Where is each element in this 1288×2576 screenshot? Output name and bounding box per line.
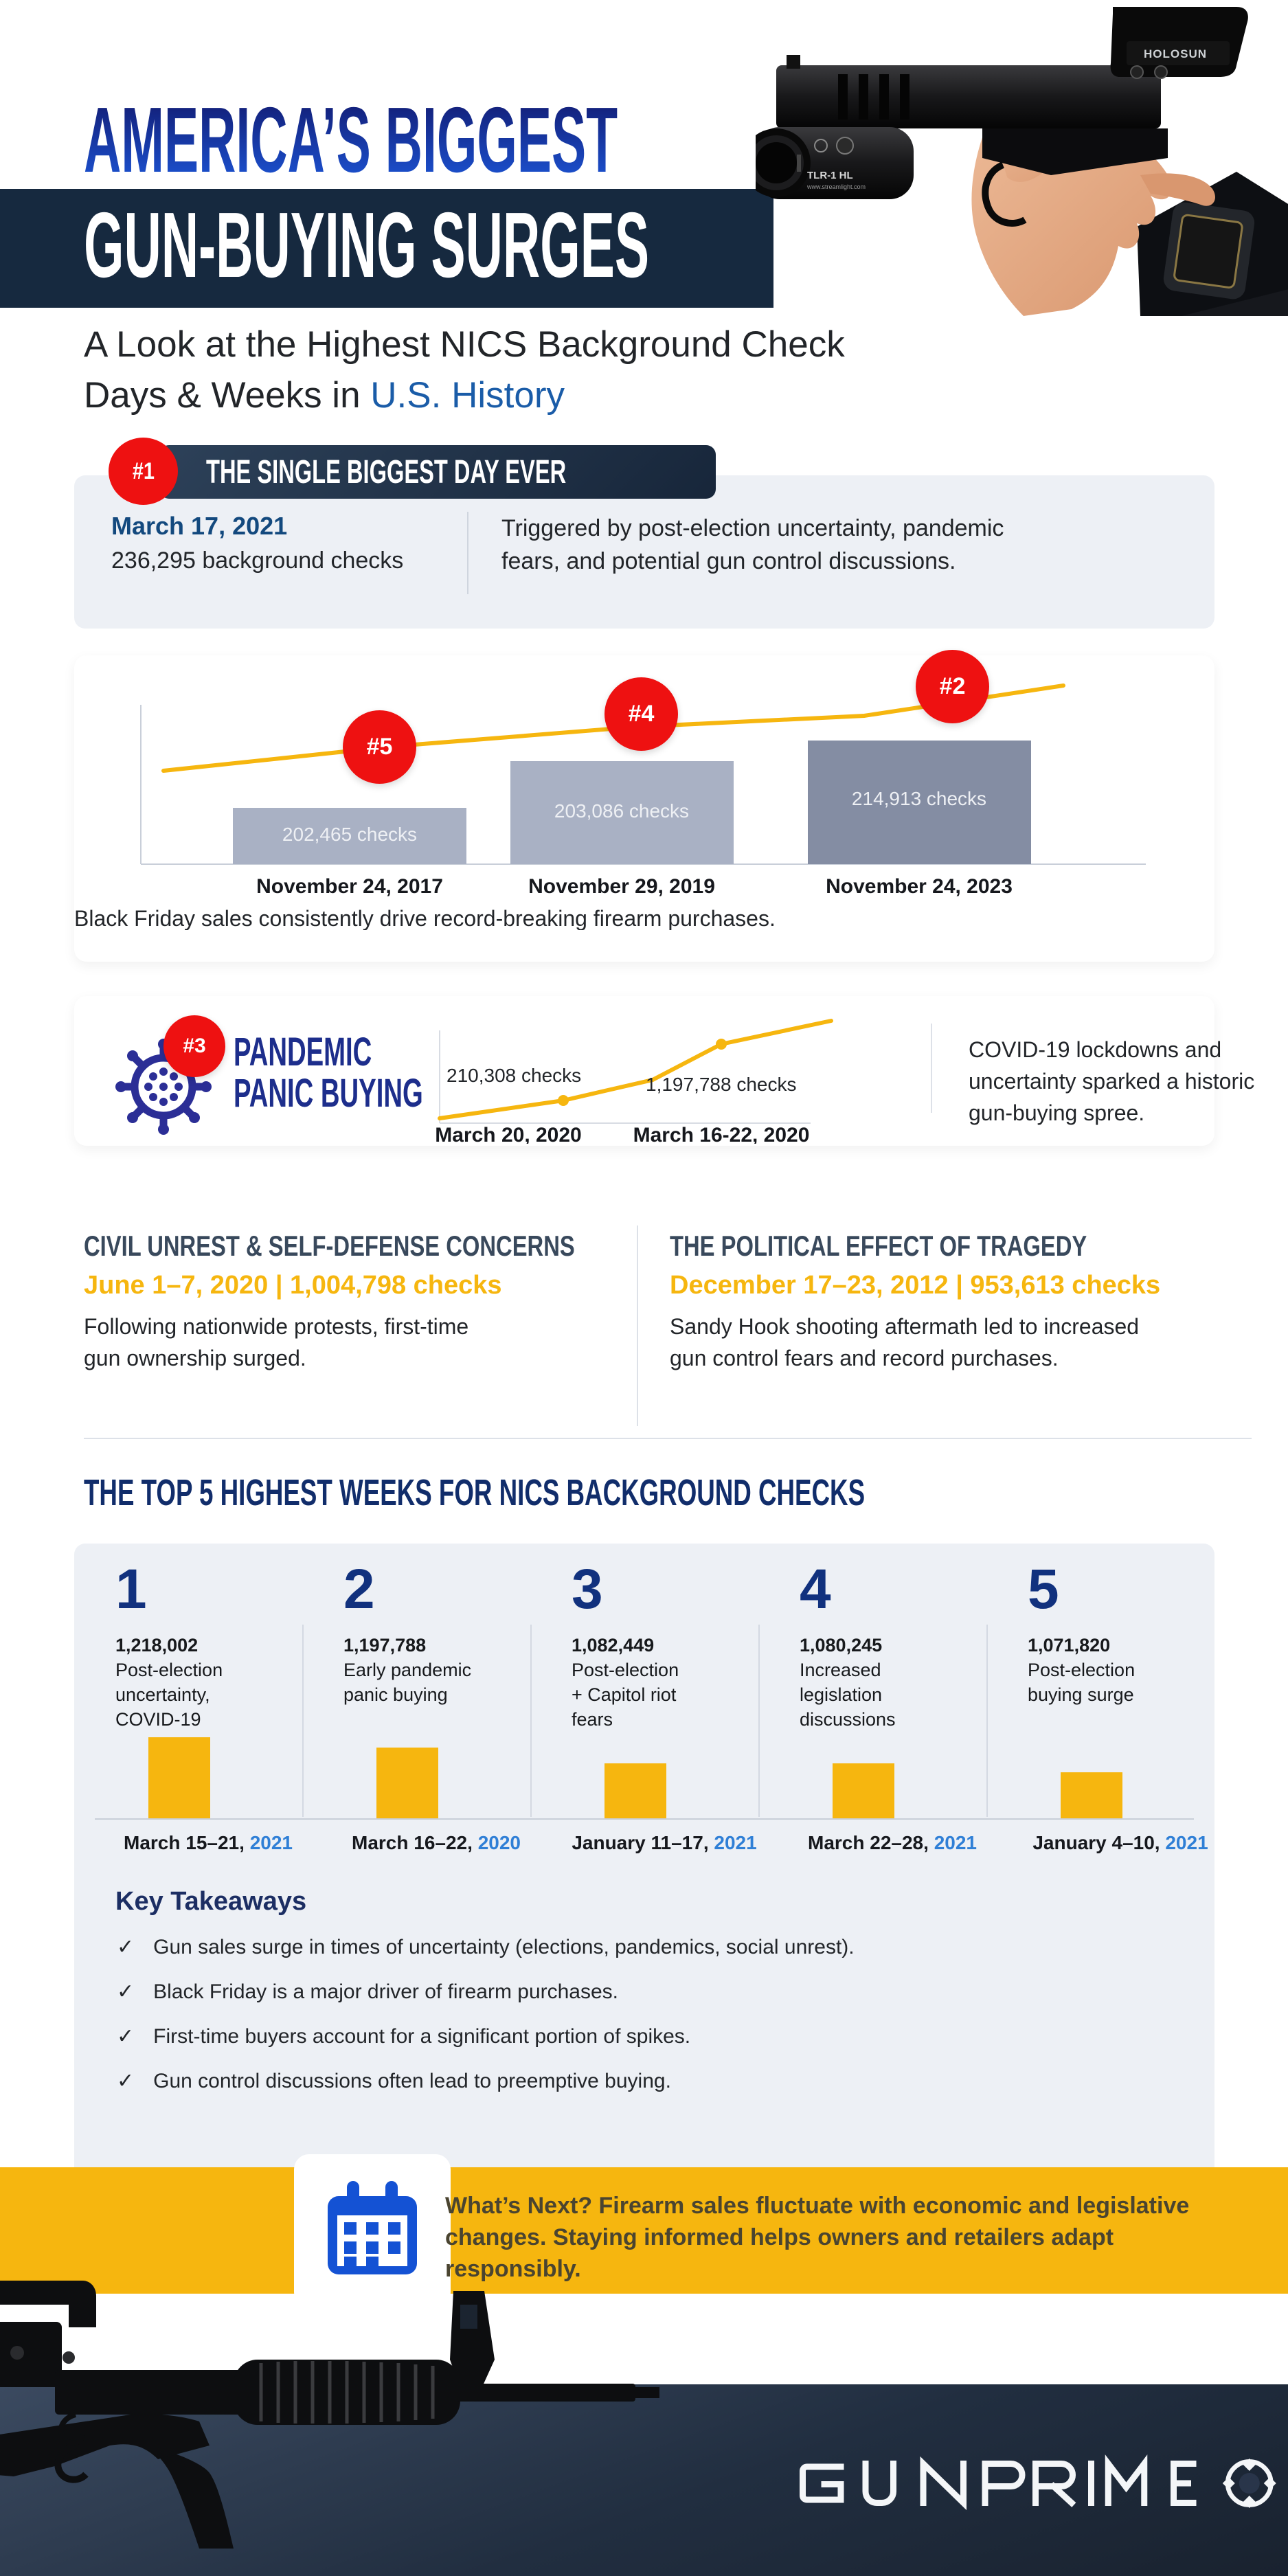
svg-text:Black Friday sales consistentl: Black Friday sales consistently drive re… <box>74 906 776 930</box>
svg-text:November 29, 2019: November 29, 2019 <box>528 875 715 898</box>
svg-text:November 24, 2023: November 24, 2023 <box>826 875 1013 898</box>
svg-text:www.streamlight.com: www.streamlight.com <box>806 183 866 190</box>
svg-text:TLR-1 HL: TLR-1 HL <box>807 170 853 181</box>
svg-text:March 20, 2020: March 20, 2020 <box>435 1124 581 1144</box>
svg-text:1,197,788 checks: 1,197,788 checks <box>646 1074 797 1095</box>
svg-text:March 16-22, 2020: March 16-22, 2020 <box>633 1124 810 1144</box>
svg-text:202,465 checks: 202,465 checks <box>282 824 417 845</box>
svg-text:214,913 checks: 214,913 checks <box>852 788 986 809</box>
svg-text:HOLOSUN: HOLOSUN <box>1144 47 1207 60</box>
svg-text:203,086 checks: 203,086 checks <box>554 800 689 822</box>
svg-text:210,308 checks: 210,308 checks <box>447 1065 581 1086</box>
svg-text:November 24, 2017: November 24, 2017 <box>256 875 443 898</box>
